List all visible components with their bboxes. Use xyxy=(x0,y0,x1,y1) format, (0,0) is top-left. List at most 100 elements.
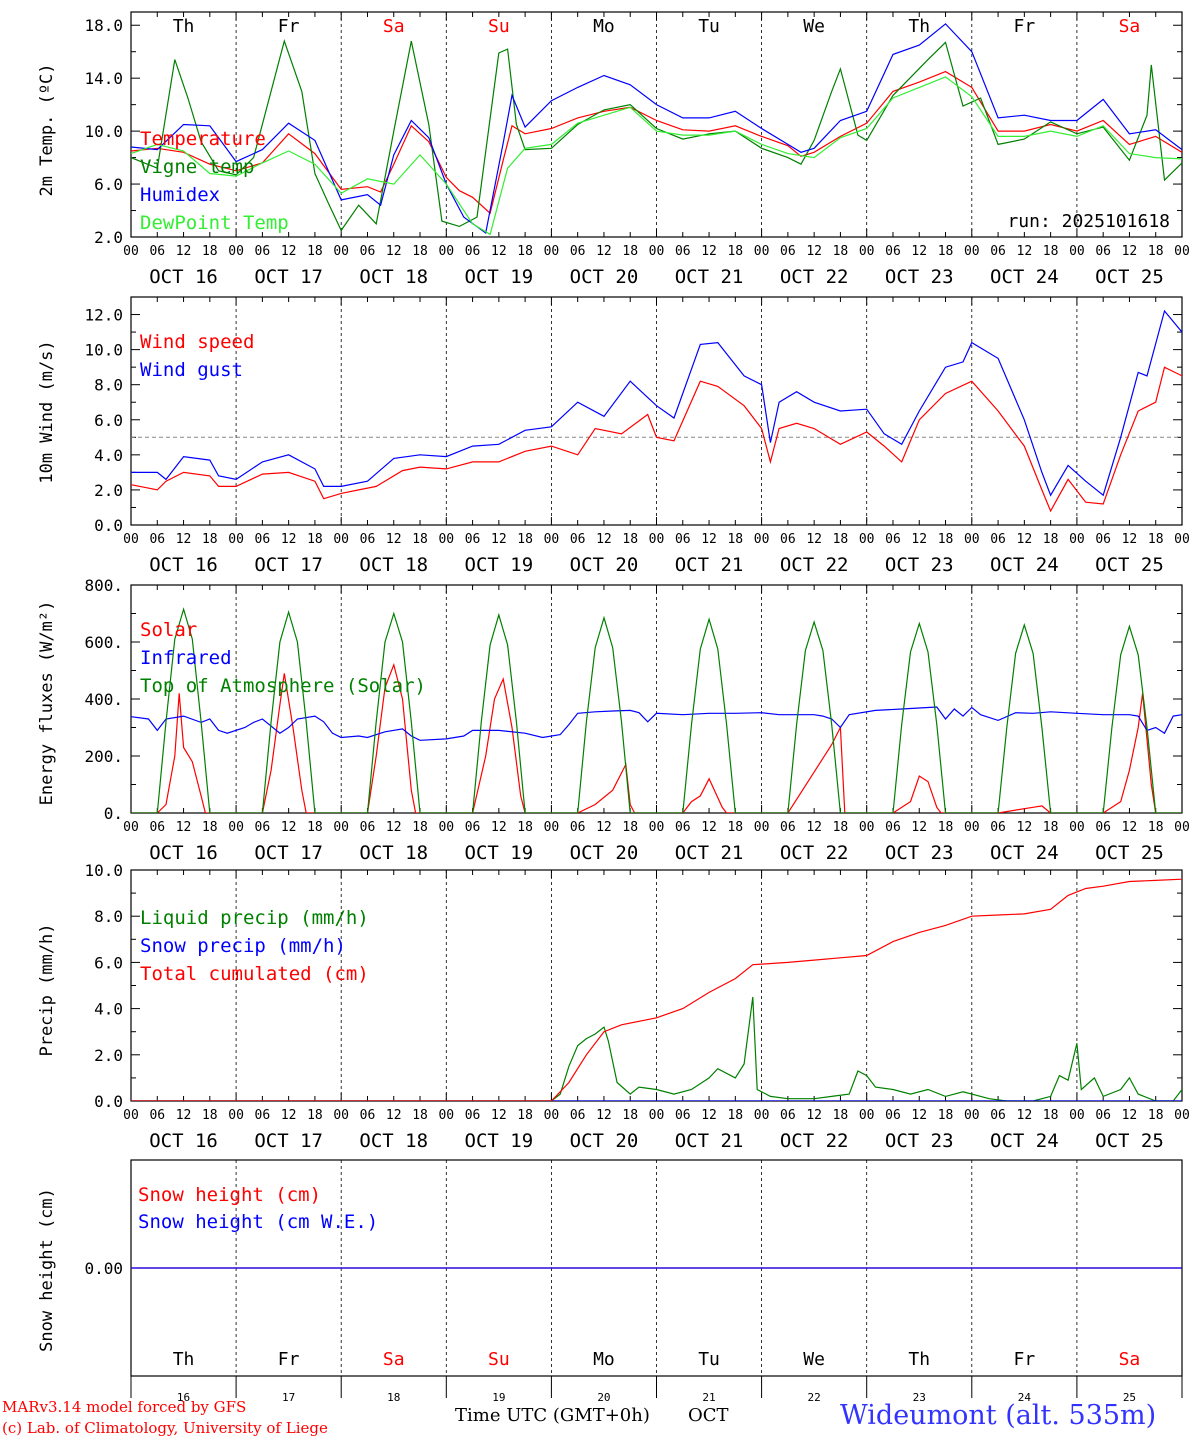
hour-tick-label: 18 xyxy=(307,532,323,547)
y-tick-label: 10.0 xyxy=(84,341,123,360)
hour-tick-label: 18 xyxy=(727,820,743,835)
y-tick-label: 8.0 xyxy=(94,376,123,395)
date-label: OCT 19 xyxy=(465,266,534,288)
hour-tick-label: 18 xyxy=(1148,1108,1164,1123)
weekday-label: Th xyxy=(908,1349,930,1370)
hour-tick-label: 12 xyxy=(911,1108,927,1123)
panel-frame xyxy=(130,11,1183,238)
hour-tick-label: 00 xyxy=(859,244,875,259)
hour-tick-label: 06 xyxy=(780,244,796,259)
weekday-label: Sa xyxy=(383,1349,405,1370)
date-label: OCT 25 xyxy=(1095,266,1164,288)
hour-tick-label: 12 xyxy=(386,820,402,835)
y-tick-label: 200. xyxy=(84,747,123,766)
panel-precip: 00 06 12 18 OCT 16 00 06 12 18 OCT 17 00 06 12 18 OCT … xyxy=(37,861,1190,1152)
hour-tick-label: 18 xyxy=(307,1108,323,1123)
hour-tick-label: 12 xyxy=(701,244,717,259)
date-label: OCT 23 xyxy=(885,1130,954,1152)
weekday-label: Su xyxy=(488,1349,510,1370)
run-label: run: 2025101618 xyxy=(1007,211,1170,232)
hour-tick-label: 00 xyxy=(544,244,560,259)
hour-tick-label: 00 xyxy=(544,820,560,835)
hour-tick-label: 06 xyxy=(465,1108,481,1123)
y-tick-label: 14.0 xyxy=(84,69,123,88)
hour-tick-label: 18 xyxy=(727,244,743,259)
hour-tick-label: 06 xyxy=(149,244,165,259)
hour-tick-label: 12 xyxy=(596,244,612,259)
y-axis-label: Snow height (cm) xyxy=(37,1188,57,1352)
weekday-label: We xyxy=(803,16,825,37)
hour-tick-label: 06 xyxy=(885,1108,901,1123)
hour-tick-label: 18 xyxy=(1043,532,1059,547)
hour-tick-label: 00 xyxy=(228,1108,244,1123)
hour-tick-label: 06 xyxy=(990,1108,1006,1123)
hour-tick-label: 06 xyxy=(885,820,901,835)
hour-tick-label: 18 xyxy=(1148,532,1164,547)
hour-tick-label: 12 xyxy=(806,244,822,259)
hour-tick-label: 00 xyxy=(649,532,665,547)
hour-tick-label: 12 xyxy=(1017,820,1033,835)
date-label: OCT 17 xyxy=(254,842,323,864)
hour-tick-label: 12 xyxy=(596,820,612,835)
legend-entry: Temperature xyxy=(140,128,266,150)
hour-tick-label: 00 xyxy=(438,1108,454,1123)
panel-temperature: 00 06 12 18 OCT 16 00 06 12 18 OCT 17 00 06 12 18 OCT … xyxy=(37,11,1190,288)
hour-tick-label: 00 xyxy=(544,1108,560,1123)
series-line xyxy=(131,662,1182,813)
hour-tick-label: 00 xyxy=(754,1108,770,1123)
y-tick-label: 18.0 xyxy=(84,16,123,35)
day-number-label: 20 xyxy=(597,1391,610,1404)
hour-tick-label: 18 xyxy=(202,820,218,835)
hour-tick-label: 12 xyxy=(176,820,192,835)
y-tick-label: 0.00 xyxy=(84,1259,123,1278)
hour-tick-label: 06 xyxy=(149,532,165,547)
date-label: OCT 20 xyxy=(570,1130,639,1152)
weekday-label: Sa xyxy=(1119,1349,1141,1370)
time-axis-label: Time UTC (GMT+0h) xyxy=(455,1405,650,1426)
hour-tick-label: 18 xyxy=(517,1108,533,1123)
date-label: OCT 19 xyxy=(465,554,534,576)
legend-entry: Snow height (cm W.E.) xyxy=(138,1211,378,1233)
weekday-label: Th xyxy=(173,16,195,37)
hour-tick-label: 00 xyxy=(649,1108,665,1123)
hour-tick-label: 18 xyxy=(938,244,954,259)
hour-tick-label: 06 xyxy=(780,532,796,547)
legend-entry: Snow precip (mm/h) xyxy=(140,935,346,957)
date-label: OCT 22 xyxy=(780,1130,849,1152)
weekday-label: Fr xyxy=(278,16,300,37)
date-label: OCT 22 xyxy=(780,554,849,576)
date-label: OCT 21 xyxy=(675,266,744,288)
hour-tick-label: 06 xyxy=(885,244,901,259)
hour-tick-label: 18 xyxy=(517,244,533,259)
day-number-label: 19 xyxy=(492,1391,505,1404)
hour-tick-label: 00 xyxy=(859,1108,875,1123)
date-label: OCT 19 xyxy=(465,1130,534,1152)
hour-tick-label: 12 xyxy=(1017,244,1033,259)
hour-tick-label: 06 xyxy=(570,244,586,259)
legend-entry: Humidex xyxy=(140,184,220,206)
hour-tick-label: 18 xyxy=(1043,244,1059,259)
y-tick-label: 0.0 xyxy=(94,1092,123,1111)
hour-tick-label: 00 xyxy=(228,244,244,259)
weekday-label: Fr xyxy=(1014,16,1036,37)
hour-tick-label: 00 xyxy=(123,820,139,835)
hour-tick-label: 18 xyxy=(412,244,428,259)
y-tick-label: 0. xyxy=(104,804,123,823)
hour-tick-label: 18 xyxy=(833,532,849,547)
y-axis-label: 10m Wind (m/s) xyxy=(37,340,57,483)
model-credit: MARv3.14 model forced by GFS xyxy=(2,1398,247,1416)
hour-tick-label: 18 xyxy=(412,532,428,547)
hour-tick-label: 12 xyxy=(176,532,192,547)
hour-tick-label: 06 xyxy=(149,820,165,835)
hour-tick-label: 00 xyxy=(333,1108,349,1123)
date-label: OCT 18 xyxy=(359,1130,428,1152)
hour-tick-label: 12 xyxy=(911,244,927,259)
weekday-label: Tu xyxy=(698,1349,720,1370)
hour-tick-label: 12 xyxy=(806,1108,822,1123)
hour-tick-label: 12 xyxy=(1122,532,1138,547)
y-tick-label: 2.0 xyxy=(94,228,123,247)
hour-tick-label: 18 xyxy=(938,532,954,547)
panel-snow: 16 17 18 19 20 21 22 23 24 25 Th Fr Sa Su Mo Tu We Th Fr Sa… xyxy=(37,1159,1183,1404)
hour-tick-label: 00 xyxy=(1174,532,1190,547)
y-axis-label: Precip (mm/h) xyxy=(37,923,57,1056)
